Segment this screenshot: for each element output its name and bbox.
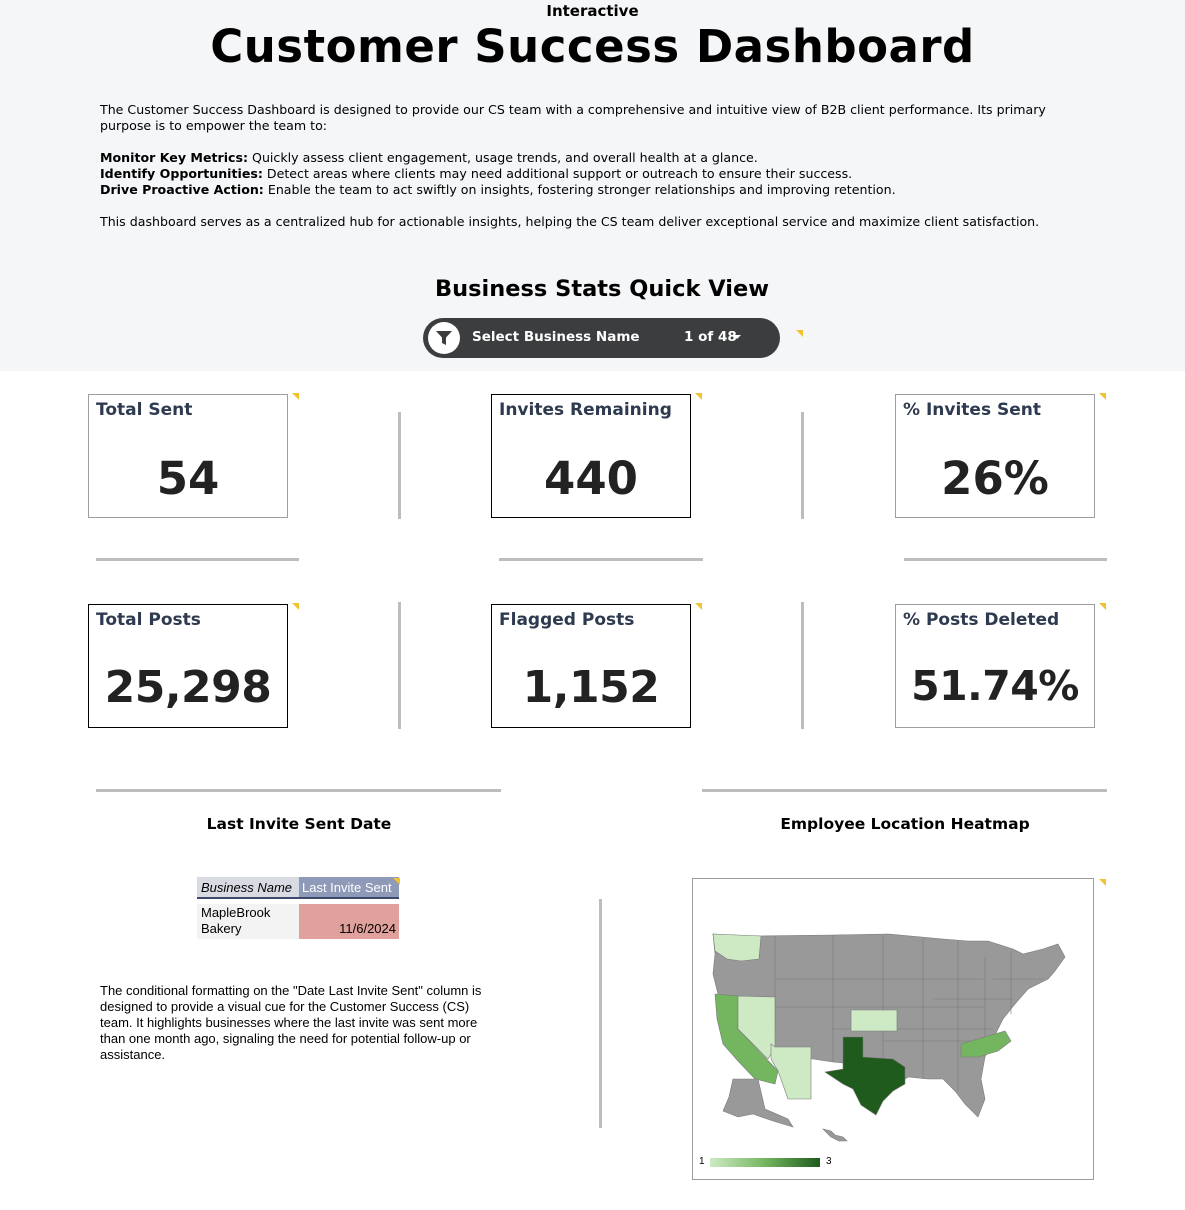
note-marker-icon[interactable] [292, 393, 299, 400]
bullet-label: Identify Opportunities: [100, 166, 263, 181]
bullet-label: Drive Proactive Action: [100, 182, 264, 197]
metric-card-total-posts: Total Posts 25,298 [88, 604, 288, 728]
bullet-text: Quickly assess client engagement, usage … [248, 150, 758, 165]
map-state-washington [712, 933, 762, 962]
column-header-last-invite-sent[interactable]: Last Invite Sent [299, 877, 399, 899]
intro-bullet: Monitor Key Metrics: Quickly assess clie… [100, 150, 1080, 166]
bullet-label: Monitor Key Metrics: [100, 150, 249, 165]
vertical-divider [398, 602, 401, 729]
metric-card-flagged-posts: Flagged Posts 1,152 [491, 604, 691, 728]
table-cell-last-invite-date[interactable]: 11/6/2024 [299, 904, 399, 939]
table-cell-business-name[interactable]: MapleBrook Bakery [197, 904, 299, 939]
metric-value: 26% [941, 452, 1049, 505]
last-invite-title: Last Invite Sent Date [206, 815, 392, 833]
page-kicker: Interactive [546, 2, 639, 20]
filter-selection-count[interactable]: 1 of 48 [684, 329, 737, 345]
intro-text: The Customer Success Dashboard is design… [100, 102, 1080, 230]
note-marker-icon[interactable] [393, 878, 400, 885]
us-map [712, 933, 1066, 1142]
column-header-business-name[interactable]: Business Name [197, 877, 299, 899]
metric-value: 1,152 [522, 662, 660, 713]
note-marker-icon[interactable] [1099, 603, 1106, 610]
business-name-filter[interactable]: Select Business Name 1 of 48 [423, 318, 780, 358]
vertical-divider [801, 602, 804, 729]
legend-min-label: 1 [699, 1156, 705, 1167]
intro-bullet: Identify Opportunities: Detect areas whe… [100, 166, 1080, 182]
horizontal-divider [499, 558, 703, 561]
intro-paragraph: The Customer Success Dashboard is design… [100, 102, 1046, 133]
horizontal-divider [702, 789, 1107, 792]
page-title: Customer Success Dashboard [210, 20, 975, 73]
metric-value: 440 [544, 452, 638, 505]
vertical-divider [599, 899, 602, 1128]
conditional-formatting-note: The conditional formatting on the "Date … [100, 983, 482, 1062]
intro-paragraph: This dashboard serves as a centralized h… [100, 214, 1040, 229]
metric-label: Flagged Posts [499, 610, 635, 630]
note-marker-icon[interactable] [695, 603, 702, 610]
heatmap-title: Employee Location Heatmap [780, 815, 1030, 833]
intro-bullet: Drive Proactive Action: Enable the team … [100, 182, 1080, 198]
map-state-north-carolina [960, 1030, 1012, 1058]
metric-label: % Invites Sent [903, 400, 1041, 420]
vertical-divider [398, 412, 401, 519]
vertical-divider [801, 412, 804, 519]
metric-card-total-sent: Total Sent 54 [88, 394, 288, 518]
metric-value: 25,298 [104, 662, 272, 713]
metric-card-invites-remaining: Invites Remaining 440 [491, 394, 691, 518]
metric-card-pct-posts-deleted: % Posts Deleted 51.74% [895, 604, 1095, 728]
bullet-text: Detect areas where clients may need addi… [262, 166, 853, 181]
metric-value: 51.74% [911, 662, 1079, 710]
note-marker-icon[interactable] [1099, 393, 1106, 400]
horizontal-divider [96, 789, 501, 792]
map-state-texas [824, 1036, 906, 1116]
note-marker-icon[interactable] [292, 603, 299, 610]
quick-view-title: Business Stats Quick View [434, 276, 770, 302]
horizontal-divider [904, 558, 1107, 561]
metric-card-pct-invites-sent: % Invites Sent 26% [895, 394, 1095, 518]
metric-label: Total Sent [96, 400, 193, 420]
employee-location-heatmap[interactable]: 1 3 [692, 878, 1094, 1180]
map-state-hawaii [822, 1128, 848, 1142]
map-state-arizona [770, 1043, 812, 1100]
note-marker-icon[interactable] [1099, 879, 1106, 886]
legend-max-label: 3 [826, 1156, 832, 1167]
chevron-down-icon[interactable] [733, 335, 741, 339]
heatmap-legend-bar [710, 1158, 820, 1167]
header-band [0, 0, 1185, 371]
filter-label: Select Business Name [472, 329, 640, 345]
metric-value: 54 [156, 452, 220, 505]
filter-icon [428, 322, 460, 354]
metric-label: % Posts Deleted [903, 610, 1060, 630]
metric-label: Total Posts [96, 610, 201, 630]
metric-label: Invites Remaining [499, 400, 672, 420]
note-marker-icon[interactable] [695, 393, 702, 400]
horizontal-divider [96, 558, 299, 561]
bullet-text: Enable the team to act swiftly on insigh… [263, 182, 896, 197]
map-state-alaska [722, 1078, 794, 1128]
note-marker-icon[interactable] [796, 330, 803, 337]
map-state-kansas [850, 1009, 898, 1032]
